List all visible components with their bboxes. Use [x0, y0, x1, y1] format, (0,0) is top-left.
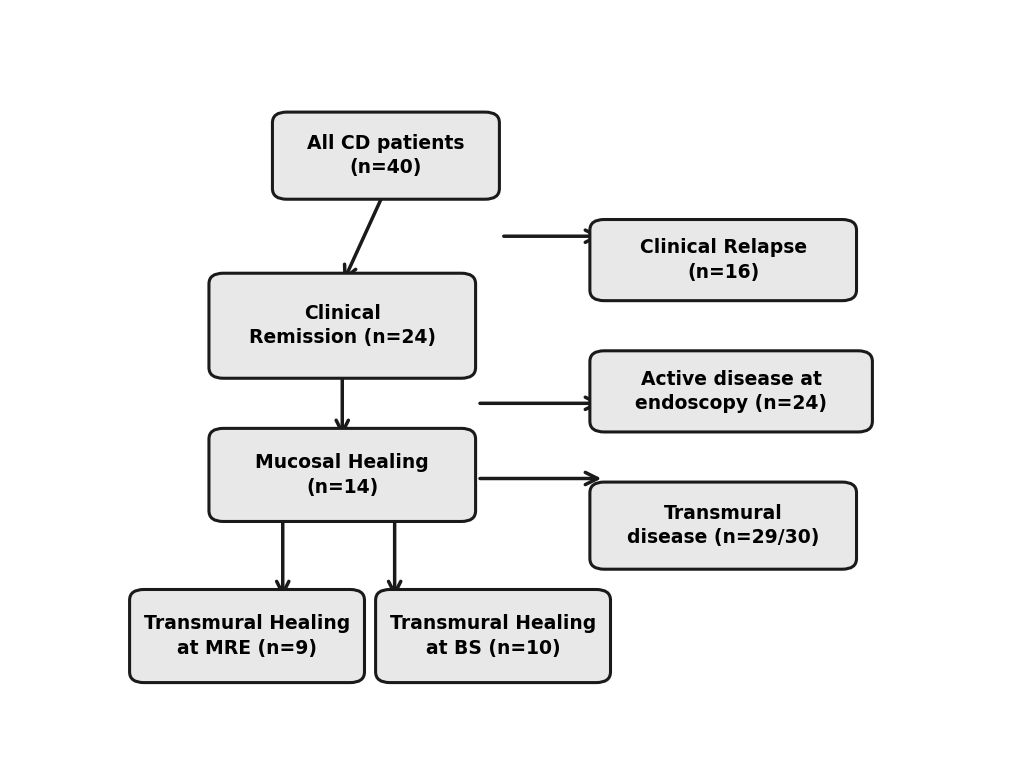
FancyBboxPatch shape	[272, 112, 500, 199]
Text: Clinical Relapse
(n=16): Clinical Relapse (n=16)	[640, 239, 807, 282]
Text: Mucosal Healing
(n=14): Mucosal Healing (n=14)	[255, 453, 429, 497]
FancyBboxPatch shape	[209, 274, 475, 378]
Text: Transmural Healing
at BS (n=10): Transmural Healing at BS (n=10)	[390, 615, 596, 658]
Text: All CD patients
(n=40): All CD patients (n=40)	[307, 134, 465, 177]
Text: Clinical
Remission (n=24): Clinical Remission (n=24)	[249, 304, 436, 347]
FancyBboxPatch shape	[209, 429, 475, 522]
Text: Active disease at
endoscopy (n=24): Active disease at endoscopy (n=24)	[635, 370, 827, 413]
Text: Transmural
disease (n=29/30): Transmural disease (n=29/30)	[627, 504, 819, 547]
FancyBboxPatch shape	[590, 351, 872, 432]
FancyBboxPatch shape	[130, 590, 365, 683]
FancyBboxPatch shape	[590, 219, 856, 301]
FancyBboxPatch shape	[376, 590, 610, 683]
Text: Transmural Healing
at MRE (n=9): Transmural Healing at MRE (n=9)	[144, 615, 350, 658]
FancyBboxPatch shape	[590, 482, 856, 569]
